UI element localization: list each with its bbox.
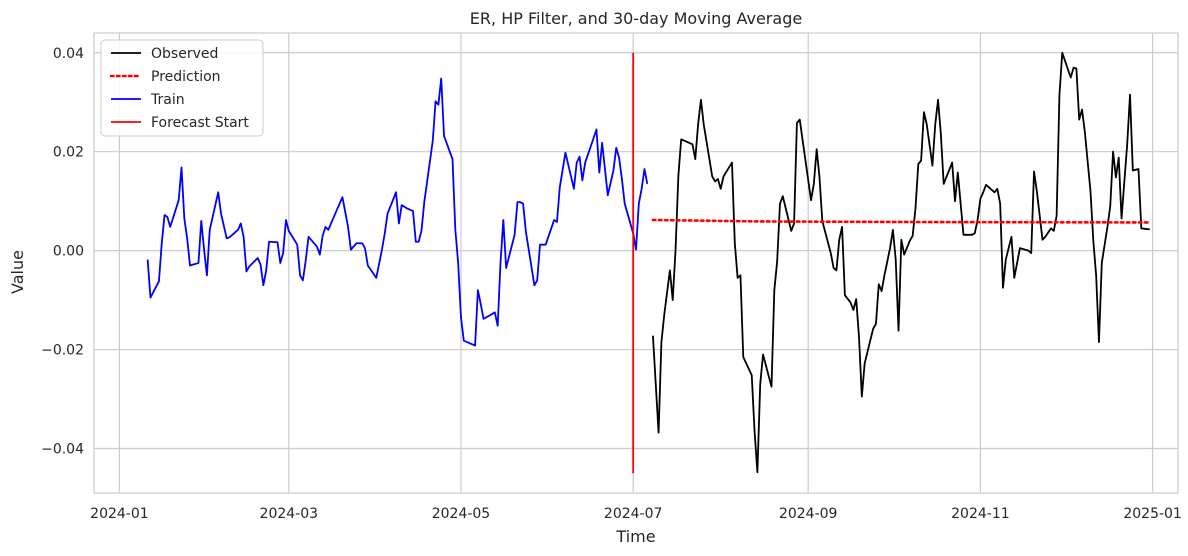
x-tick-label: 2024-03 bbox=[260, 506, 319, 522]
y-tick-label: 0.00 bbox=[53, 244, 84, 260]
y-tick-label: −0.02 bbox=[41, 343, 84, 359]
chart-title: ER, HP Filter, and 30-day Moving Average bbox=[470, 9, 802, 28]
y-axis-ticks: −0.04 −0.02 0.00 0.02 0.04 bbox=[41, 46, 84, 458]
series-layer bbox=[146, 51, 1152, 474]
plot-frame bbox=[93, 32, 1179, 494]
series-line-observed bbox=[652, 51, 1150, 474]
x-axis-label: Time bbox=[615, 527, 655, 546]
x-tick-label: 2024-07 bbox=[604, 506, 663, 522]
plot-area bbox=[94, 33, 1178, 493]
plot-background bbox=[94, 33, 1178, 493]
series-line-train bbox=[146, 77, 649, 347]
legend-label: Forecast Start bbox=[151, 115, 249, 131]
x-tick-label: 2024-11 bbox=[951, 506, 1010, 522]
grid-lines bbox=[94, 33, 1178, 493]
legend: Observed Prediction Train Forecast Start bbox=[100, 39, 264, 137]
x-tick-label: 2025-01 bbox=[1123, 506, 1182, 522]
x-axis-ticks: 2024-01 2024-03 2024-05 2024-07 2024-09 2024-… bbox=[90, 506, 1182, 522]
legend-label: Observed bbox=[151, 46, 218, 62]
x-tick-label: 2024-05 bbox=[432, 506, 491, 522]
legend-box bbox=[100, 39, 264, 137]
series-line-prediction bbox=[651, 218, 1152, 224]
plot-border bbox=[93, 32, 1179, 494]
y-tick-label: −0.04 bbox=[41, 441, 84, 457]
y-tick-label: 0.04 bbox=[53, 46, 84, 62]
x-tick-label: 2024-09 bbox=[779, 506, 838, 522]
y-axis-label: Value bbox=[8, 250, 27, 294]
x-tick-label: 2024-01 bbox=[90, 506, 149, 522]
legend-label: Train bbox=[150, 92, 185, 108]
legend-label: Prediction bbox=[151, 69, 221, 85]
y-tick-label: 0.02 bbox=[53, 145, 84, 161]
